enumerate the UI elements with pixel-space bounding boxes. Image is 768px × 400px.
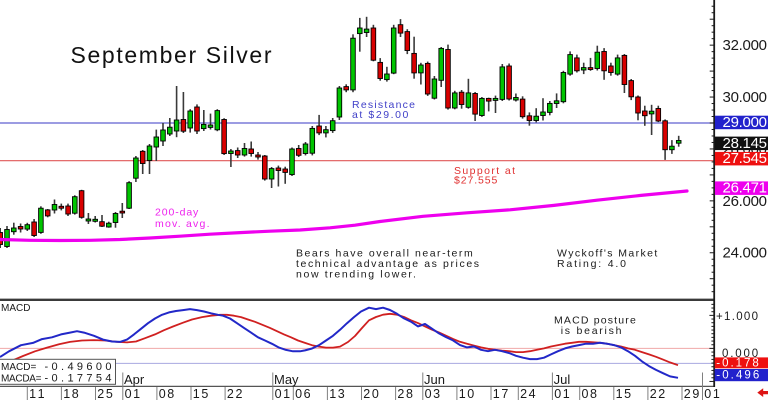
svg-text:MACD posture: MACD posture [554,315,636,327]
svg-text:at $29.00: at $29.00 [352,109,409,121]
svg-text:22: 22 [650,387,666,400]
svg-text:mov. avg.: mov. avg. [155,218,210,230]
svg-text:-0.496: -0.496 [716,369,759,381]
svg-text:-0.178: -0.178 [716,357,759,369]
svg-text:28: 28 [397,387,413,400]
svg-text:25: 25 [97,387,113,400]
svg-text:32.000: 32.000 [723,37,768,54]
svg-text:24: 24 [520,387,536,400]
svg-text:-0.49600: -0.49600 [45,361,112,373]
svg-text:26.000: 26.000 [723,193,768,210]
svg-text:Rating: 4.0: Rating: 4.0 [557,258,626,270]
svg-text:Wyckoff's Market: Wyckoff's Market [557,247,657,259]
svg-text:28.145: 28.145 [723,135,768,152]
svg-text:+1.000: +1.000 [716,311,758,323]
svg-text:September Silver: September Silver [71,42,272,68]
svg-text:Apr: Apr [124,372,145,387]
svg-text:01: 01 [275,387,291,400]
svg-text:Support at: Support at [454,165,515,177]
svg-text:-0.17754: -0.17754 [45,372,112,384]
svg-text:Resistance: Resistance [352,99,415,111]
svg-text:10: 10 [459,387,475,400]
svg-text:is bearish: is bearish [561,325,622,337]
svg-text:22: 22 [227,387,243,400]
svg-text:08: 08 [159,387,175,400]
svg-text:200-day: 200-day [155,207,199,219]
svg-text:Jul: Jul [554,372,571,387]
svg-text:30.000: 30.000 [723,89,768,106]
svg-text:01: 01 [704,387,720,400]
svg-text:15: 15 [193,387,209,400]
svg-text:MACD=: MACD= [1,362,36,373]
svg-text:Bears have overall near-term: Bears have overall near-term [296,247,473,259]
svg-text:15: 15 [616,387,632,400]
svg-text:24.000: 24.000 [723,245,768,262]
svg-text:29: 29 [684,387,700,400]
svg-text:MACD: MACD [1,303,30,314]
svg-text:0.000: 0.000 [722,348,758,360]
svg-text:MACDA=: MACDA= [1,373,42,384]
svg-text:17: 17 [493,387,509,400]
svg-text:18: 18 [63,387,79,400]
svg-text:29.000: 29.000 [723,114,768,131]
svg-text:technical advantage as prices: technical advantage as prices [296,258,479,270]
svg-text:13: 13 [329,387,345,400]
svg-text:20: 20 [363,387,379,400]
svg-text:26.471: 26.471 [723,180,768,197]
svg-text:now trending lower.: now trending lower. [296,268,416,280]
svg-text:03: 03 [425,387,441,400]
svg-text:06: 06 [295,387,311,400]
svg-text:01: 01 [554,387,570,400]
svg-text:Jun: Jun [424,372,445,387]
svg-text:May: May [274,372,299,387]
svg-text:08: 08 [582,387,598,400]
svg-text:11: 11 [29,387,45,400]
svg-text:01: 01 [125,387,141,400]
svg-text:27.545: 27.545 [723,150,768,167]
svg-text:$27.555: $27.555 [454,175,497,187]
